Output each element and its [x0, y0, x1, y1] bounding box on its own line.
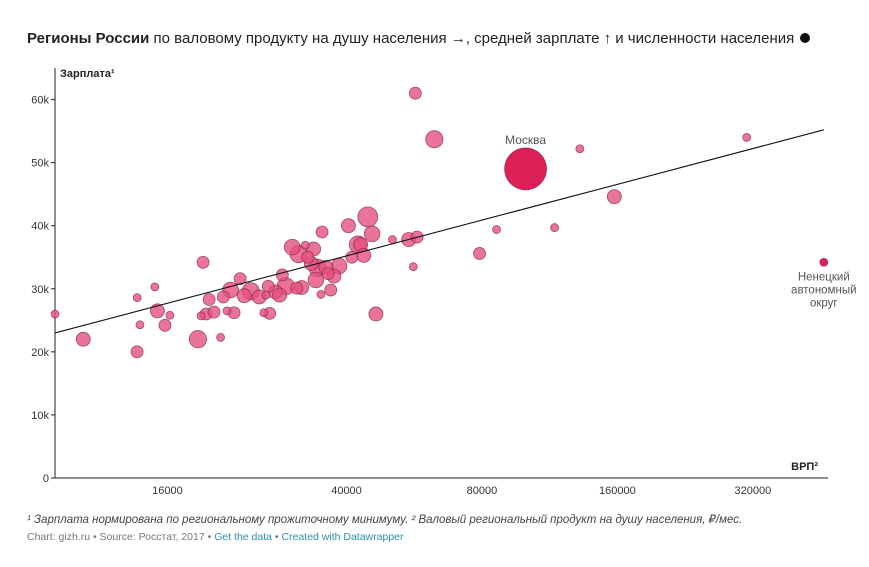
- bubble: [236, 288, 252, 304]
- annotation-label-line: округ: [810, 297, 838, 309]
- bubble: [233, 272, 247, 286]
- bubble: [188, 330, 207, 349]
- bubble: [50, 309, 60, 319]
- bubble: [363, 225, 381, 243]
- bubble: [130, 345, 144, 359]
- bubble: [357, 206, 379, 228]
- bubble: [315, 225, 329, 239]
- credits-source: gizh.ru • Source: Росстат, 2017 •: [58, 531, 212, 543]
- annotation-label: Ненецкий автономный округ: [791, 271, 856, 309]
- bubble: [388, 235, 397, 244]
- bubble: [368, 306, 384, 322]
- bubble: [261, 279, 275, 293]
- bubble: [473, 247, 486, 260]
- y-axis-label: Зарплата¹: [60, 68, 115, 80]
- chart-title: Регионы России по валовому продукту на д…: [27, 30, 811, 47]
- credits: Chart: gizh.ru • Source: Росстат, 2017 •…: [27, 531, 404, 543]
- x-tick-label: 320000: [735, 485, 772, 497]
- bubble: [158, 318, 172, 332]
- bubble: [261, 290, 271, 300]
- bubble: [300, 240, 310, 250]
- bubble: [341, 218, 356, 234]
- bubble: [275, 268, 289, 282]
- credits-chart-prefix: Chart:: [27, 531, 56, 543]
- bubble: [202, 293, 216, 306]
- annotation-label-line: автономный: [791, 284, 856, 296]
- bubble: [75, 331, 91, 347]
- bubble: [259, 308, 269, 318]
- bubble: [742, 132, 752, 142]
- bubble: [301, 250, 315, 264]
- bubble-highlight: [504, 147, 547, 191]
- bubble: [425, 130, 444, 149]
- chart-title-bold: Регионы России: [27, 30, 150, 47]
- bubble: [196, 255, 210, 269]
- bubble-highlight: [819, 257, 829, 267]
- bubble: [492, 225, 501, 234]
- bubble: [165, 310, 175, 320]
- bubble: [307, 271, 325, 289]
- footnote: ¹ Зарплата нормирована по региональному …: [27, 514, 743, 526]
- bubble: [550, 223, 559, 232]
- x-tick-label: 16000: [152, 485, 183, 497]
- bubble: [222, 306, 232, 316]
- bubble: [316, 290, 326, 299]
- x-axis-label: ВРП²: [791, 461, 818, 473]
- x-tick-label: 40000: [331, 485, 362, 497]
- bubble: [408, 86, 422, 100]
- bubble: [132, 293, 142, 303]
- bubble: [321, 267, 335, 281]
- x-tick-label: 160000: [599, 485, 636, 497]
- bubble: [216, 332, 225, 342]
- bubble: [606, 189, 622, 205]
- bubble-legend-icon: [800, 33, 811, 43]
- trend-line: [54, 129, 824, 334]
- bubble: [324, 283, 338, 297]
- bubble: [135, 320, 145, 330]
- annotation-label-line: Ненецкий: [798, 271, 850, 283]
- scatter-chart: 0 10k 20k 30k 40k 50k 60k 16000 40000 80000 160000…: [31, 68, 857, 497]
- bubble: [290, 281, 304, 295]
- bubble: [207, 305, 221, 319]
- y-tick-label: 0: [43, 473, 49, 485]
- chart-title-rest: по валовому продукту на душу населения →…: [149, 30, 795, 47]
- y-tick-label: 60k: [31, 95, 49, 107]
- credits-separator: •: [274, 531, 279, 543]
- bubble: [216, 290, 230, 304]
- y-tick-label: 40k: [31, 221, 49, 233]
- get-data-link[interactable]: Get the data: [214, 531, 272, 543]
- bubble: [196, 311, 206, 321]
- y-tick-label: 30k: [31, 284, 49, 296]
- x-tick-label: 80000: [467, 485, 498, 497]
- bubble: [272, 287, 288, 303]
- y-tick-label: 10k: [31, 410, 49, 422]
- y-tick-label: 50k: [31, 158, 49, 170]
- y-tick-label: 20k: [31, 347, 49, 359]
- datawrapper-link[interactable]: Created with Datawrapper: [281, 531, 404, 543]
- bubble: [575, 144, 585, 154]
- bubble: [150, 282, 160, 292]
- annotation-label: Москва: [505, 133, 546, 147]
- bubble: [283, 238, 301, 256]
- bubble: [408, 262, 418, 272]
